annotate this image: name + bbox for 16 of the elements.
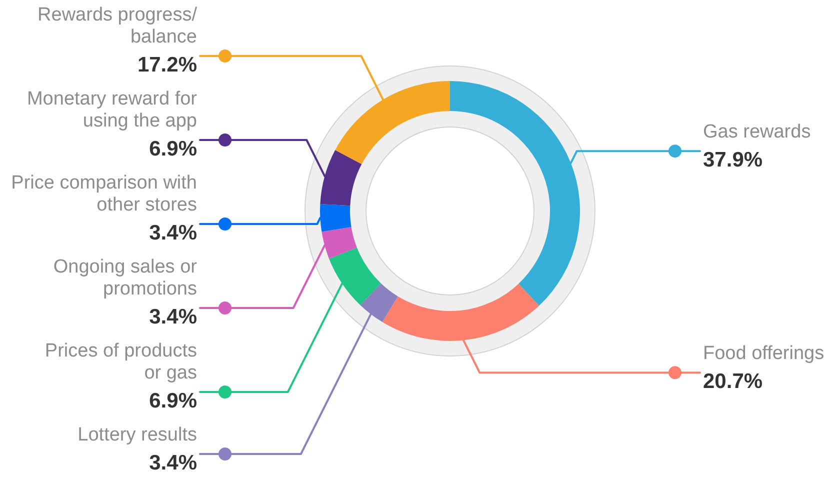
data-label: 6.9% (149, 138, 198, 160)
slice-label: Gas rewards (703, 122, 811, 143)
data-label: 37.9% (703, 148, 763, 172)
data-label: 3.4% (149, 306, 198, 328)
data-label: 17.2% (137, 54, 198, 76)
slice-label: Monetary reward for using the app (26, 88, 198, 132)
slice-label: Food offerings (703, 343, 824, 364)
slice-label: Prices of products or gas (44, 340, 197, 384)
data-label: 20.7% (703, 370, 763, 394)
slice-label: Lottery results (78, 424, 197, 446)
slice-label: Price comparison with other stores (11, 172, 197, 216)
data-label: 3.4% (149, 222, 198, 244)
data-label: 6.9% (149, 390, 198, 412)
data-label: 3.4% (149, 452, 198, 474)
slice-label: Ongoing sales or promotions (53, 256, 198, 300)
slice-label: Rewards progress/ balance (38, 4, 198, 48)
